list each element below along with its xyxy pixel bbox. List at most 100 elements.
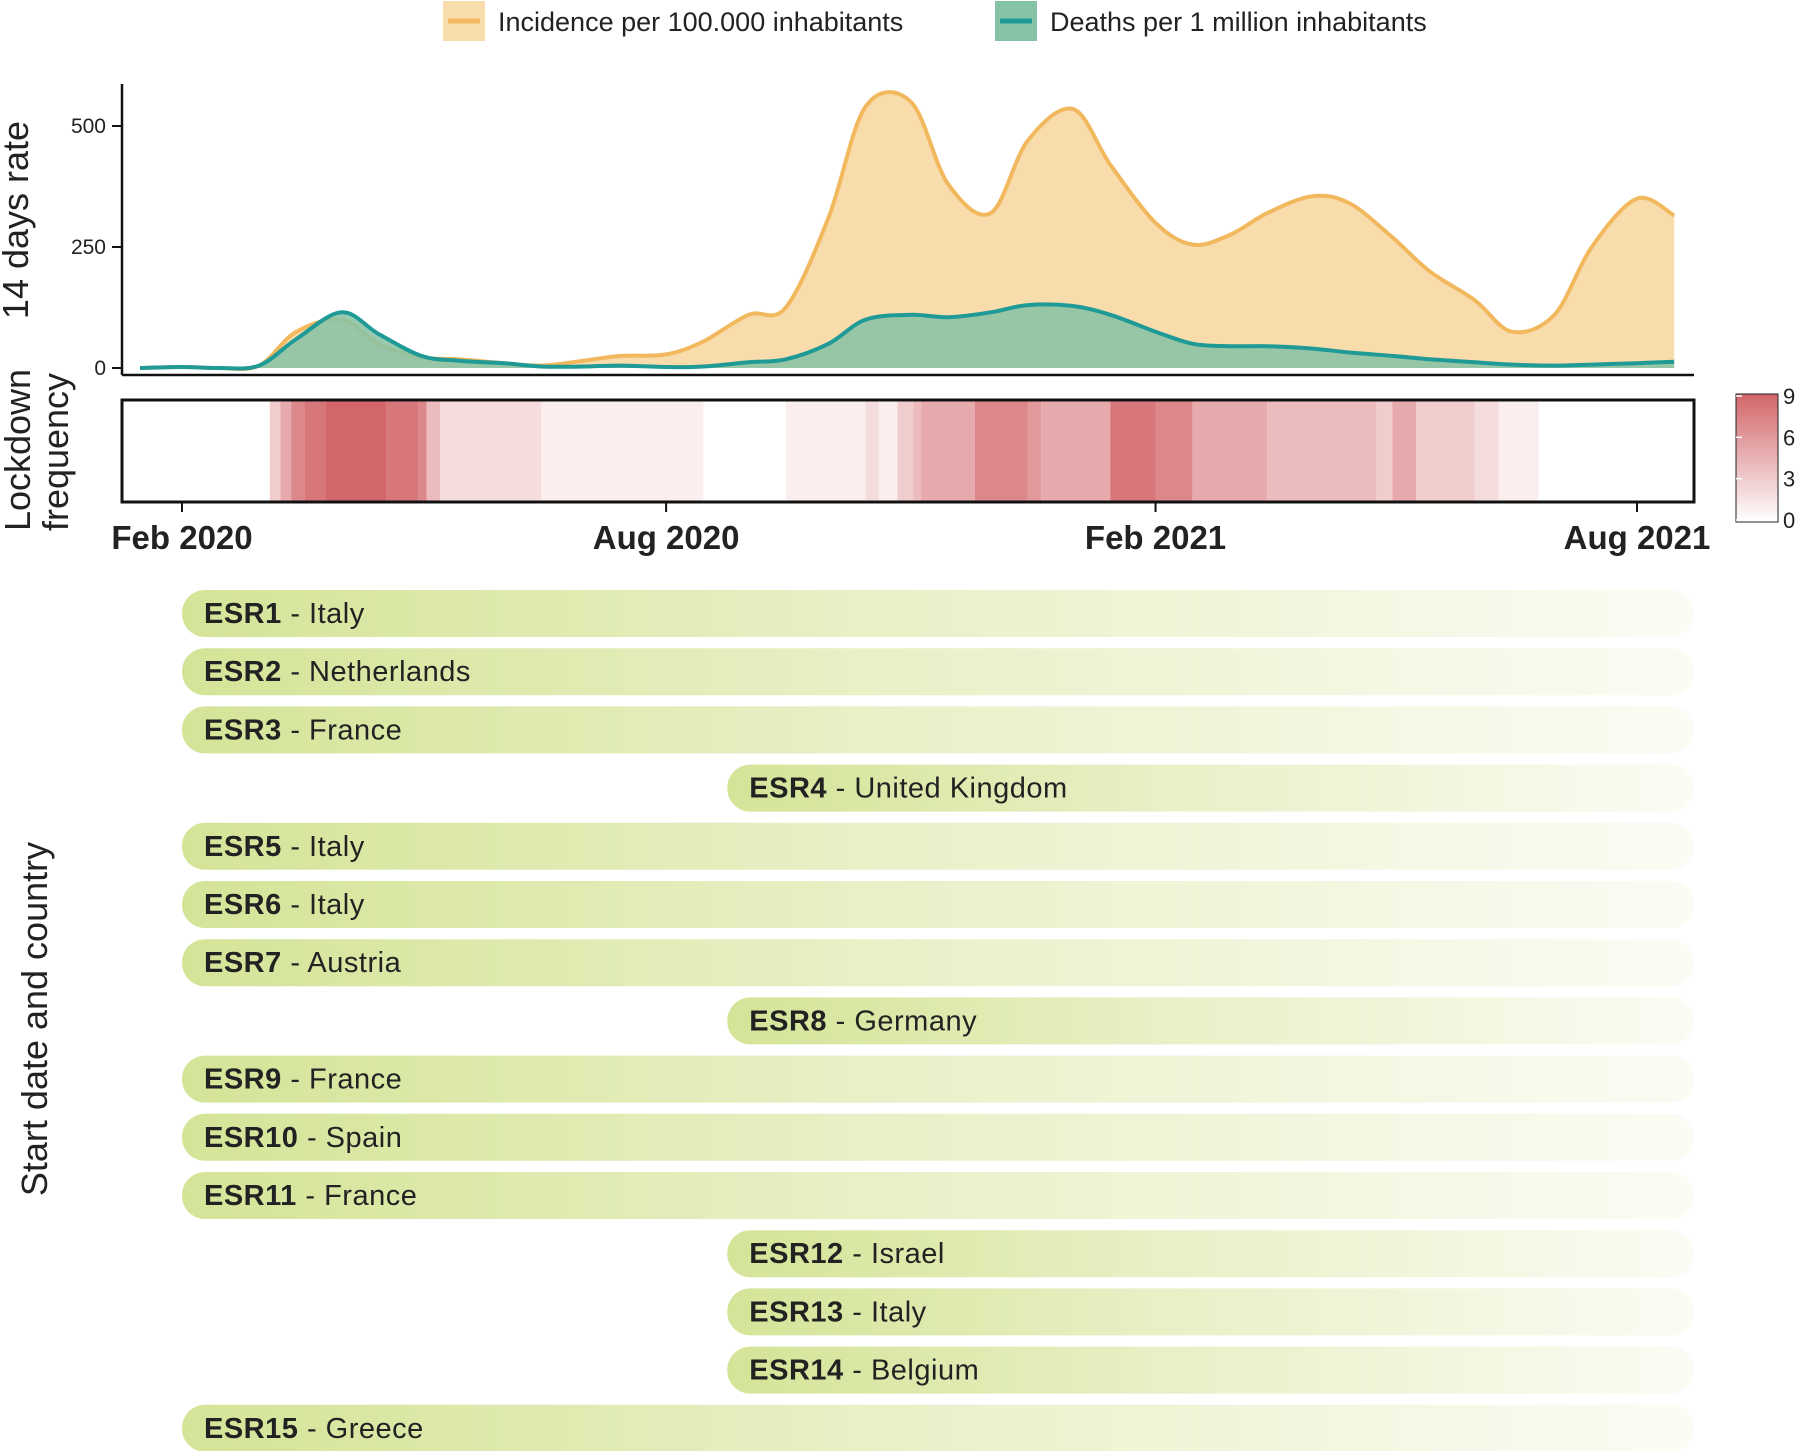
x-tick-label: Aug 2021: [1564, 519, 1711, 556]
heatmap-band: [1416, 401, 1475, 501]
date-ticks: Feb 2020 Aug 2020 Feb 2021 Aug 2021: [111, 502, 1710, 556]
esr-bar-label: ESR2 - Netherlands: [204, 656, 471, 688]
heatmap-band: [1192, 401, 1268, 501]
esr-code: ESR8: [749, 1005, 827, 1037]
area-y-ticks: 0 250 500: [71, 115, 122, 380]
esr-country: - Italy: [282, 889, 365, 921]
esr-bar-label: ESR11 - France: [204, 1180, 417, 1212]
esr-code: ESR1: [204, 598, 282, 630]
esr-bar: [727, 764, 1694, 812]
esr-bar-label: ESR4 - United Kingdom: [749, 773, 1067, 805]
esr-country: - Italy: [844, 1296, 927, 1328]
heatmap-band: [291, 401, 305, 501]
heatmap-band: [1392, 401, 1417, 501]
heatmap-band: [703, 401, 786, 501]
esr-country: - Italy: [282, 831, 365, 863]
heatmap-band: [878, 401, 898, 501]
x-tick-label: Aug 2020: [593, 519, 740, 556]
esr-bar-label: ESR12 - Israel: [749, 1238, 945, 1270]
esr-country: - Netherlands: [282, 656, 471, 688]
area-series-group: [139, 90, 1676, 371]
heatmap-bands: [269, 401, 1539, 501]
x-tick-label: Feb 2020: [111, 519, 252, 556]
esr-bar: [182, 1404, 1694, 1451]
esr-code: ESR3: [204, 714, 282, 746]
legend-item-deaths: Deaths per 1 million inhabitants: [995, 1, 1427, 41]
esr-bar-chart: Start date and country ESR1 - Italy ESR2 …: [14, 590, 1694, 1451]
heatmap-band: [921, 401, 975, 501]
heatmap-band: [1110, 401, 1156, 501]
esr-bar: [727, 1346, 1694, 1394]
heatmap-band: [1155, 401, 1193, 501]
esr-code: ESR10: [204, 1122, 298, 1154]
heatmap-frame: [120, 398, 1696, 504]
heatmap-band: [280, 401, 291, 501]
colorbar-tick-label: 9: [1783, 384, 1795, 409]
heatmap-band: [1041, 401, 1111, 501]
esr-country: - France: [282, 714, 403, 746]
heatmap-band: [440, 401, 542, 501]
heatmap-y-axis-label-line2: frequency: [35, 373, 76, 531]
esr-bar-label: ESR6 - Italy: [204, 889, 365, 921]
esr-bar: [727, 1288, 1694, 1336]
lockdown-heatmap: Lockdown frequency Feb 2020 Aug 2020 Feb 2…: [0, 369, 1710, 556]
colorbar-ticks: 0 3 6 9: [1736, 384, 1795, 533]
heatmap-band: [269, 401, 281, 501]
heatmap-band: [897, 401, 914, 501]
heatmap-band: [426, 401, 440, 501]
heatmap-band: [913, 401, 922, 501]
esr-bar: [727, 1230, 1694, 1278]
series-fill-deaths: [140, 304, 1675, 369]
area-chart: 14 days rate 0 250 500: [0, 84, 1694, 380]
esr-bar: [182, 1113, 1694, 1161]
legend-item-incidence: Incidence per 100.000 inhabitants: [443, 1, 903, 41]
esr-country: - Israel: [844, 1238, 945, 1270]
esr-code: ESR12: [749, 1238, 843, 1270]
esr-bar-label: ESR13 - Italy: [749, 1296, 926, 1328]
esr-country: - Greece: [298, 1413, 423, 1445]
heatmap-band: [974, 401, 1028, 501]
esr-bar: [182, 1055, 1694, 1103]
esr-code: ESR6: [204, 889, 282, 921]
esr-bar: [182, 881, 1694, 928]
heatmap-y-axis-label-line1: Lockdown: [0, 369, 38, 531]
heatmap-band: [1498, 401, 1539, 501]
esr-country: - France: [297, 1180, 418, 1212]
legend-label-incidence: Incidence per 100.000 inhabitants: [498, 7, 903, 37]
esr-bar-label: ESR1 - Italy: [204, 598, 365, 630]
heatmap-band: [325, 401, 387, 501]
heatmap-band: [1376, 401, 1393, 501]
esr-country: - United Kingdom: [827, 773, 1068, 805]
colorbar-tick-label: 3: [1783, 467, 1795, 492]
area-chart-y-axis-label: 14 days rate: [0, 121, 36, 319]
esr-bar: [182, 822, 1694, 870]
esr-code: ESR14: [749, 1355, 843, 1387]
esr-country: - Spain: [298, 1122, 402, 1154]
heatmap-band: [1474, 401, 1499, 501]
esr-bar-label: ESR10 - Spain: [204, 1122, 402, 1154]
legend-label-deaths: Deaths per 1 million inhabitants: [1050, 7, 1427, 37]
y-tick-label: 250: [71, 236, 106, 259]
esr-code: ESR7: [204, 947, 282, 979]
esr-code: ESR11: [204, 1180, 297, 1212]
esr-bar-label: ESR9 - France: [204, 1064, 402, 1096]
esr-bar: [727, 997, 1694, 1045]
esr-country: - Austria: [282, 947, 402, 979]
esr-bar-label: ESR15 - Greece: [204, 1413, 424, 1445]
esr-bar-label: ESR7 - Austria: [204, 947, 402, 979]
heatmap-band: [304, 401, 326, 501]
esr-country: - Italy: [282, 598, 365, 630]
heatmap-band: [1267, 401, 1377, 501]
y-tick-label: 0: [94, 357, 106, 380]
esr-country: - Germany: [827, 1005, 977, 1037]
esr-bar: [182, 939, 1694, 987]
esr-bar: [182, 706, 1694, 754]
heatmap-band: [1027, 401, 1042, 501]
esr-y-axis-label: Start date and country: [14, 842, 55, 1196]
esr-bars: ESR1 - Italy ESR2 - Netherlands ESR3 - Fra…: [182, 590, 1694, 1451]
heatmap-band: [785, 401, 866, 501]
esr-bar-label: ESR3 - France: [204, 714, 402, 746]
esr-bar-label: ESR14 - Belgium: [749, 1355, 979, 1387]
esr-bar-label: ESR8 - Germany: [749, 1005, 977, 1037]
